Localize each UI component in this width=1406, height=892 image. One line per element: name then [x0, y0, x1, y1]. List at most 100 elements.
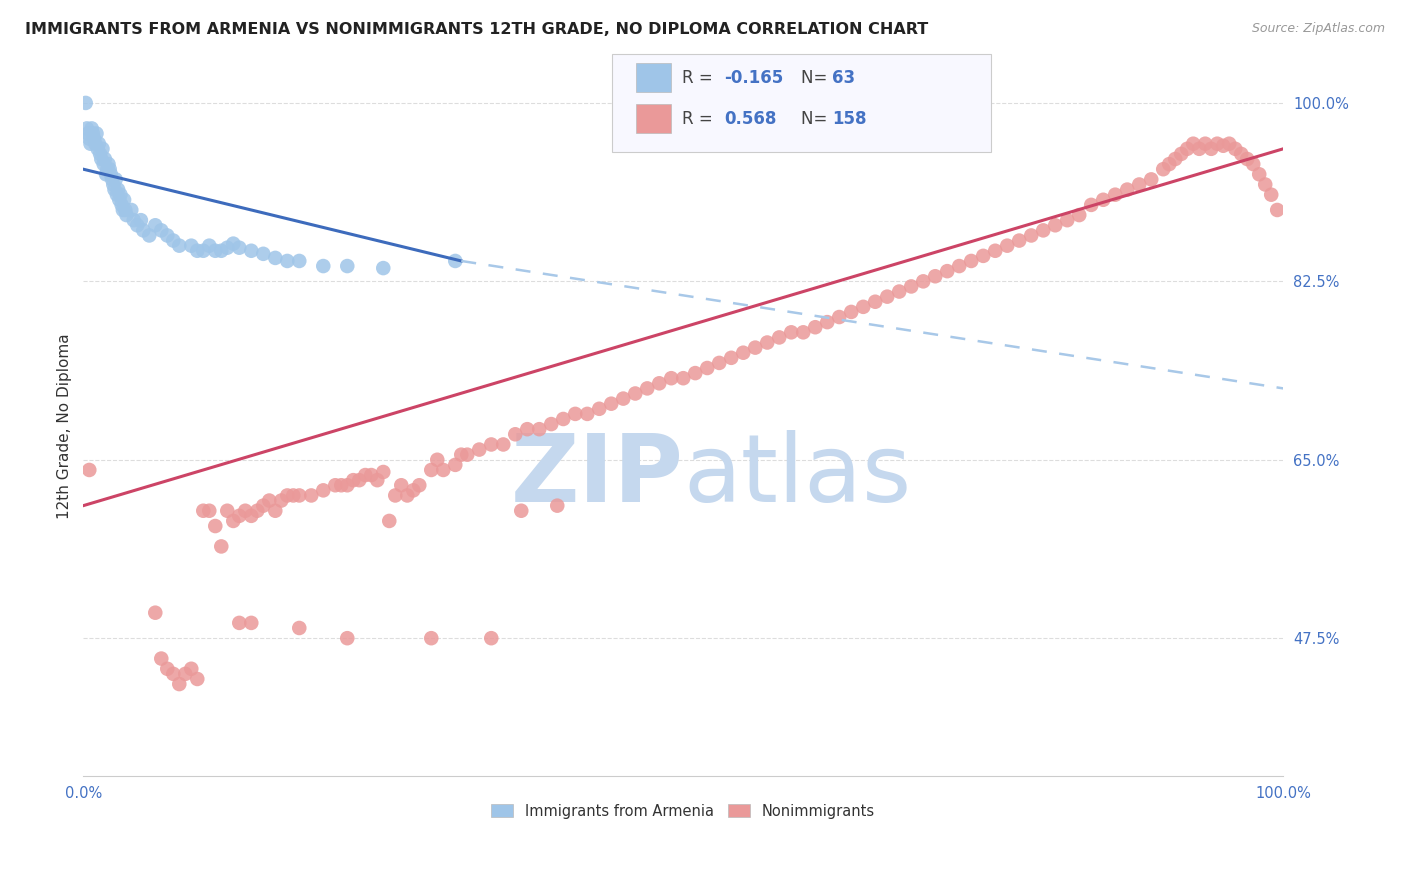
- Point: [75, 95, 97, 110]
- Point: [912, 274, 935, 288]
- Point: [468, 442, 491, 457]
- Point: [636, 381, 658, 395]
- Point: [198, 238, 221, 252]
- Point: [180, 238, 202, 252]
- Point: [110, 187, 132, 202]
- Point: [709, 356, 731, 370]
- Point: [696, 361, 718, 376]
- Point: [76, 121, 98, 136]
- Point: [444, 254, 467, 268]
- Point: [354, 468, 377, 483]
- Point: [1019, 228, 1042, 243]
- Text: ZIP: ZIP: [510, 430, 683, 522]
- Point: [852, 300, 875, 314]
- Point: [96, 162, 118, 177]
- Point: [138, 228, 160, 243]
- Point: [228, 508, 250, 523]
- Point: [342, 473, 364, 487]
- Point: [162, 666, 184, 681]
- Point: [936, 264, 959, 278]
- Point: [169, 677, 191, 691]
- Point: [780, 326, 803, 340]
- Legend: Immigrants from Armenia, Nonimmigrants: Immigrants from Armenia, Nonimmigrants: [485, 797, 882, 824]
- Point: [86, 142, 108, 156]
- Point: [288, 488, 311, 502]
- Point: [1164, 152, 1187, 166]
- Point: [240, 508, 263, 523]
- Point: [553, 412, 575, 426]
- Point: [312, 259, 335, 273]
- Point: [1032, 223, 1054, 237]
- Point: [288, 254, 311, 268]
- Point: [420, 631, 443, 645]
- Point: [323, 478, 346, 492]
- Text: atlas: atlas: [683, 430, 911, 522]
- Point: [77, 127, 100, 141]
- Point: [804, 320, 827, 334]
- Point: [1080, 198, 1102, 212]
- Point: [115, 208, 138, 222]
- Point: [94, 167, 117, 181]
- Point: [600, 397, 623, 411]
- Point: [768, 330, 790, 344]
- Point: [900, 279, 922, 293]
- Point: [876, 290, 898, 304]
- Point: [108, 193, 131, 207]
- Point: [240, 244, 263, 258]
- Point: [80, 121, 103, 136]
- Text: R =: R =: [682, 110, 718, 128]
- Point: [100, 167, 122, 181]
- Text: N=: N=: [801, 110, 832, 128]
- Point: [366, 473, 388, 487]
- Point: [839, 305, 862, 319]
- Text: 0.568: 0.568: [724, 110, 776, 128]
- Text: N=: N=: [801, 69, 832, 87]
- Point: [259, 493, 281, 508]
- Point: [97, 157, 120, 171]
- Point: [162, 234, 184, 248]
- Text: 63: 63: [832, 69, 855, 87]
- Point: [1260, 187, 1282, 202]
- Point: [276, 488, 298, 502]
- Point: [132, 223, 155, 237]
- Point: [204, 519, 226, 533]
- Point: [1128, 178, 1150, 192]
- Point: [529, 422, 551, 436]
- Point: [101, 172, 124, 186]
- Point: [240, 615, 263, 630]
- Point: [516, 422, 538, 436]
- Text: -0.165: -0.165: [724, 69, 783, 87]
- Point: [420, 463, 443, 477]
- Point: [360, 468, 382, 483]
- Point: [336, 259, 359, 273]
- Y-axis label: 12th Grade, No Diploma: 12th Grade, No Diploma: [58, 334, 72, 519]
- Point: [222, 514, 245, 528]
- Point: [336, 631, 359, 645]
- Point: [222, 236, 245, 251]
- Point: [217, 504, 239, 518]
- Point: [114, 202, 136, 217]
- Point: [169, 238, 191, 252]
- Point: [228, 615, 250, 630]
- Point: [889, 285, 911, 299]
- Point: [865, 294, 887, 309]
- Point: [402, 483, 425, 498]
- Point: [252, 247, 274, 261]
- Point: [720, 351, 742, 365]
- Point: [648, 376, 671, 391]
- Point: [1212, 138, 1234, 153]
- Point: [1249, 167, 1271, 181]
- Point: [948, 259, 970, 273]
- Point: [683, 366, 706, 380]
- Point: [1225, 142, 1247, 156]
- Point: [276, 254, 298, 268]
- Point: [479, 437, 502, 451]
- Point: [1241, 157, 1264, 171]
- Point: [122, 213, 145, 227]
- Point: [378, 514, 401, 528]
- Point: [107, 183, 129, 197]
- Point: [432, 463, 454, 477]
- Point: [264, 251, 287, 265]
- Point: [792, 326, 814, 340]
- Point: [112, 193, 135, 207]
